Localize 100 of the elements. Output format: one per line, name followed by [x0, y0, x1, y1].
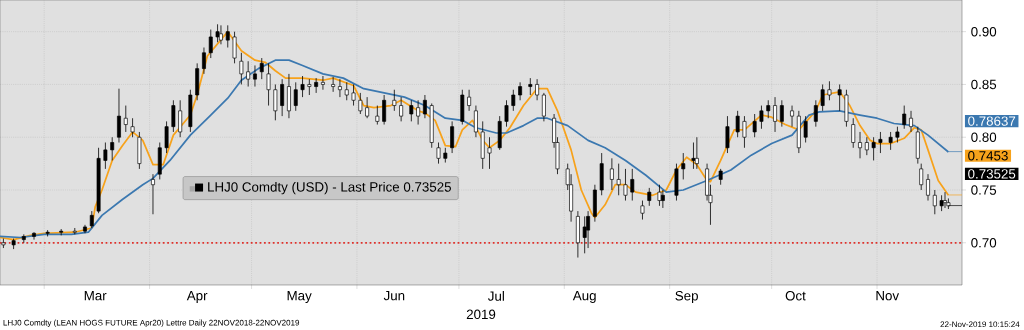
- candlestick: [878, 131, 883, 154]
- y-tick-label: 0.90: [971, 26, 997, 37]
- candlestick: [779, 99, 784, 128]
- candlestick: [657, 184, 662, 207]
- candlestick: [623, 168, 628, 201]
- x-tick-label: Jun: [383, 291, 405, 301]
- candlestick: [253, 65, 257, 87]
- x-tick-label: Apr: [186, 291, 208, 303]
- annotation: 0.78637: [968, 116, 1016, 126]
- candlestick: [351, 84, 356, 106]
- candlestick: [919, 163, 924, 191]
- candlestick: [827, 80, 832, 101]
- candlestick: [300, 75, 305, 98]
- candlestick: [528, 77, 533, 96]
- candlestick: [382, 94, 387, 125]
- candlestick: [307, 78, 312, 96]
- candlestick: [293, 81, 298, 112]
- x-tick-label: Nov: [876, 291, 900, 301]
- candlestick: [171, 99, 176, 133]
- annotation: 0.73525: [968, 169, 1016, 179]
- candlestick: [640, 200, 645, 220]
- x-tick-label: May: [287, 291, 312, 303]
- candlestick: [813, 99, 818, 128]
- x-tick-label: Sep: [675, 291, 698, 304]
- candlestick: [616, 163, 621, 196]
- candlestick: [926, 173, 930, 201]
- y-tick-label: 0.80: [971, 132, 997, 142]
- x-tick-label: Mar: [84, 291, 107, 301]
- candlestick: [837, 84, 842, 112]
- candlestick: [871, 136, 876, 161]
- candlestick: [582, 215, 587, 254]
- candlestick: [725, 115, 730, 154]
- candlestick: [246, 60, 251, 87]
- candlestick: [202, 47, 206, 75]
- candlestick: [487, 136, 492, 170]
- candlestick: [103, 142, 108, 170]
- candlestick: [609, 157, 614, 191]
- candlestick: [467, 89, 472, 112]
- candlestick: [110, 136, 115, 161]
- candlestick: [178, 99, 183, 138]
- candlestick: [909, 110, 913, 133]
- candlestick: [473, 105, 478, 138]
- candlestick: [225, 24, 230, 48]
- candlestick: [392, 89, 397, 112]
- candlestick: [773, 96, 777, 133]
- candlestick: [259, 57, 264, 80]
- candlestick: [151, 173, 155, 215]
- candlestick: [759, 105, 764, 130]
- candlestick: [239, 52, 244, 85]
- candlestick: [735, 110, 740, 138]
- candlestick: [902, 105, 907, 130]
- candlestick: [504, 99, 509, 128]
- y-tick-label: 0.70: [971, 238, 997, 248]
- candlestick: [450, 120, 455, 154]
- candlestick: [338, 78, 342, 98]
- candlestick: [232, 31, 237, 64]
- candlestick: [331, 76, 336, 93]
- candlestick: [630, 168, 635, 201]
- legend-label: LHJ0 Comdty (USD) - Last Price 0.73525: [208, 181, 451, 195]
- x-tick-label: Aug: [572, 291, 596, 303]
- candlestick: [164, 120, 169, 154]
- candlestick: [273, 84, 278, 121]
- candlestick: [518, 81, 523, 101]
- candlestick: [820, 84, 825, 112]
- candlestick: [586, 210, 591, 249]
- candlestick: [694, 136, 699, 170]
- x-tick-label: Jul: [487, 291, 504, 301]
- candlestick: [790, 105, 794, 128]
- candlestick: [130, 117, 135, 138]
- candlestick: [851, 117, 856, 149]
- candlestick: [117, 88, 121, 143]
- candlestick: [858, 131, 862, 159]
- x-axis-title: 2019: [466, 309, 496, 320]
- candlestick: [123, 105, 128, 133]
- candlestick: [375, 105, 380, 125]
- candlestick: [932, 189, 937, 215]
- candlestick: [691, 142, 696, 170]
- candlestick: [208, 29, 213, 59]
- candlestick: [32, 231, 36, 241]
- text: 22-Nov-2019 10:15:24: [940, 321, 1020, 328]
- candlestick: [358, 92, 363, 115]
- candlestick: [535, 78, 540, 101]
- x-tick-label: Oct: [785, 291, 806, 301]
- candlestick: [742, 115, 747, 149]
- y-tick-label: 0.75: [971, 185, 997, 195]
- candlestick: [409, 99, 414, 122]
- y-tick-label: 0.85: [971, 79, 997, 90]
- candlestick: [660, 189, 665, 209]
- candlestick: [280, 78, 285, 117]
- candlestick: [803, 115, 808, 143]
- candlestick: [752, 113, 757, 138]
- annotation: 0.7453: [968, 151, 1008, 161]
- candlestick: [681, 152, 686, 180]
- candlestick: [314, 77, 319, 94]
- candlestick: [321, 75, 325, 91]
- candlestick: [365, 96, 370, 119]
- candlestick: [511, 89, 516, 112]
- candlestick: [399, 96, 404, 122]
- candlestick: [416, 99, 421, 125]
- candlestick: [541, 92, 546, 122]
